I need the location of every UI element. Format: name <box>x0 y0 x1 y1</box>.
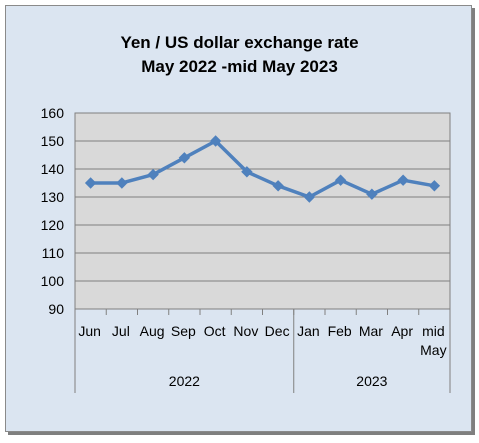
x-tick-label: Sep <box>171 323 196 339</box>
x-tick-label: Jul <box>112 323 130 339</box>
y-tick-label: 130 <box>41 189 65 205</box>
data-point-marker <box>334 174 347 186</box>
data-point-marker <box>241 166 253 178</box>
data-point-marker <box>397 174 409 186</box>
y-tick-label: 100 <box>41 273 65 289</box>
x-tick-label: mid May <box>420 323 446 358</box>
x-tick-label: Dec <box>265 323 290 339</box>
plot-area <box>74 112 451 310</box>
x-tick-label: Aug <box>140 323 165 339</box>
data-point-marker <box>303 191 316 203</box>
x-tick-label: Feb <box>328 323 352 339</box>
x-tick-label: Nov <box>233 323 258 339</box>
group-label: 2022 <box>169 373 200 389</box>
data-point-marker <box>272 180 284 192</box>
y-tick-label: 140 <box>41 161 65 177</box>
chart-title: Yen / US dollar exchange rate <box>120 33 359 52</box>
data-point-marker <box>147 168 159 181</box>
y-tick-label: 110 <box>42 245 65 261</box>
chart-subtitle: May 2022 -mid May 2023 <box>141 57 338 76</box>
data-point-marker <box>116 177 128 189</box>
y-tick-label: 150 <box>41 133 65 149</box>
data-point-marker <box>428 180 441 192</box>
series-line <box>90 139 435 199</box>
data-point-marker <box>366 188 378 200</box>
x-tick-label: Apr <box>391 323 413 339</box>
y-tick-label: 160 <box>41 105 65 121</box>
group-label: 2023 <box>356 373 387 389</box>
x-tick-label: Mar <box>359 323 383 339</box>
x-tick-label: Jun <box>78 323 101 339</box>
data-point-marker <box>178 152 191 164</box>
data-point-marker <box>209 135 222 147</box>
y-tick-label: 90 <box>48 301 64 317</box>
x-tick-label: Jan <box>297 323 320 339</box>
y-tick-label: 120 <box>41 217 65 233</box>
x-tick-label: Oct <box>204 323 226 339</box>
data-point-marker <box>84 177 97 189</box>
